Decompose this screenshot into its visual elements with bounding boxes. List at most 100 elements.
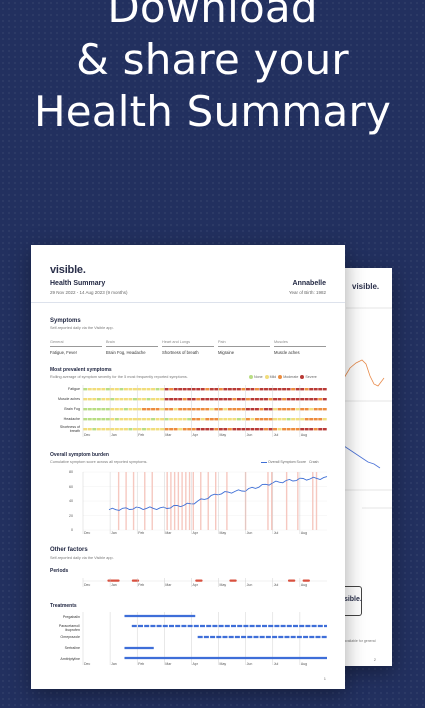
month-tick-label: Apr — [192, 433, 198, 437]
heatmap-cell — [146, 428, 151, 431]
heatmap-cell — [146, 388, 151, 391]
heatmap-cell — [164, 418, 169, 421]
treatment-label: Amitriptyline — [60, 657, 80, 661]
symptom-heatmap — [82, 385, 327, 437]
page-number: 1 — [323, 676, 326, 681]
heatmap-cell — [241, 398, 246, 401]
month-tick-label: Jul — [273, 433, 279, 437]
heatmap-cell — [304, 388, 309, 391]
period-mark — [107, 579, 120, 582]
heatmap-cell — [178, 388, 183, 391]
month-tick-label: Dec — [84, 662, 91, 666]
heatmap-cell — [96, 428, 101, 431]
periods-title: Periods — [50, 568, 69, 574]
heatmap-cell — [255, 418, 259, 421]
legend-item-none: None — [249, 375, 263, 380]
heatmap-cell — [241, 388, 246, 391]
heatmap-cell — [282, 388, 287, 391]
heatmap-cell — [164, 428, 169, 431]
heatmap-cell — [218, 398, 223, 401]
heatmap-cell — [83, 388, 88, 391]
heatmap-cell — [155, 418, 160, 421]
category-value: Fatigue, Fever — [50, 350, 77, 355]
heatmap-cell — [214, 408, 219, 411]
heatmap-cell — [268, 388, 273, 391]
heatmap-cell — [83, 428, 88, 431]
heatmap-cell — [264, 388, 268, 391]
heatmap-cell — [304, 428, 309, 431]
heatmap-cell — [309, 418, 314, 421]
heatmap-cell — [264, 428, 268, 431]
heatmap-cell — [277, 388, 282, 391]
user-birth-year: Year of Birth: 1982 — [288, 290, 326, 295]
heatmap-cell — [151, 408, 155, 411]
crash-band — [285, 472, 288, 530]
heatmap-cell — [322, 418, 327, 421]
heatmap-cell — [227, 398, 232, 401]
category-header: General — [50, 340, 102, 347]
heatmap-cell — [232, 418, 237, 421]
month-tick-label: Dec — [84, 433, 91, 437]
heatmap-cell — [313, 418, 318, 421]
heatmap-cell — [160, 398, 165, 401]
heatmap-cell — [318, 428, 323, 431]
heatmap-cell — [313, 428, 318, 431]
heatmap-cell — [295, 398, 300, 401]
heatmap-cell — [155, 428, 160, 431]
heatmap-cell — [96, 408, 101, 411]
heatmap-cell — [223, 428, 228, 431]
heatmap-cell — [114, 428, 119, 431]
heatmap-cell — [137, 388, 142, 391]
heatmap-cell — [169, 388, 174, 391]
heatmap-cell — [196, 418, 201, 421]
heatmap-cell — [92, 418, 97, 421]
period-mark — [302, 579, 310, 582]
back-page-card-logo: isible. — [342, 596, 362, 603]
heatmap-cell — [255, 388, 259, 391]
heatmap-cell — [101, 408, 106, 411]
heatmap-cell — [137, 418, 142, 421]
back-page-number: 2 — [373, 657, 376, 662]
heatmap-cell — [259, 398, 264, 401]
heatmap-cell — [250, 398, 255, 401]
heatmap-cell — [286, 428, 291, 431]
heatmap-cell — [273, 408, 277, 411]
heatmap-cell — [200, 418, 205, 421]
heatmap-cell — [300, 408, 305, 411]
heatmap-cell — [87, 418, 92, 421]
heatmap-cell — [146, 408, 151, 411]
month-tick-label: Feb — [138, 583, 145, 587]
crash-band — [170, 472, 172, 530]
heatmap-cell — [164, 408, 169, 411]
month-tick-label: Mar — [165, 531, 172, 535]
burden-title: Overall symptom burden — [50, 452, 109, 458]
heatmap-cell — [133, 428, 137, 431]
crash-band — [271, 472, 273, 530]
category-column: Brain Brain Fog, Headache — [106, 340, 158, 355]
y-tick-label: 60 — [69, 484, 73, 489]
other-factors-title: Other factors — [50, 547, 88, 553]
heatmap-cell — [119, 388, 124, 391]
heatmap-cell — [119, 418, 124, 421]
heatmap-cell — [309, 408, 314, 411]
heatmap-cell — [214, 428, 219, 431]
heatmap-cell — [205, 418, 210, 421]
symptoms-subtitle: Self-reported daily via the Visible app. — [50, 326, 114, 330]
heatmap-cell — [291, 388, 296, 391]
month-tick-label: Jun — [246, 662, 253, 666]
heatmap-cell — [223, 398, 228, 401]
heatmap-cell — [105, 408, 110, 411]
treatment-label: Sertraline — [64, 646, 80, 650]
heatmap-cell — [123, 398, 128, 401]
heatmap-cell — [137, 398, 142, 401]
month-tick-label: Jan — [111, 531, 117, 535]
heatmap-cell — [227, 408, 232, 411]
heatmap-cell — [273, 428, 277, 431]
heatmap-cell — [241, 428, 246, 431]
heatmap-cell — [187, 428, 192, 431]
headline-line-2: & share your — [76, 35, 349, 84]
crash-band — [207, 472, 209, 530]
heatmap-cell — [96, 418, 101, 421]
heatmap-cell — [300, 428, 305, 431]
heatmap-cell — [304, 418, 309, 421]
